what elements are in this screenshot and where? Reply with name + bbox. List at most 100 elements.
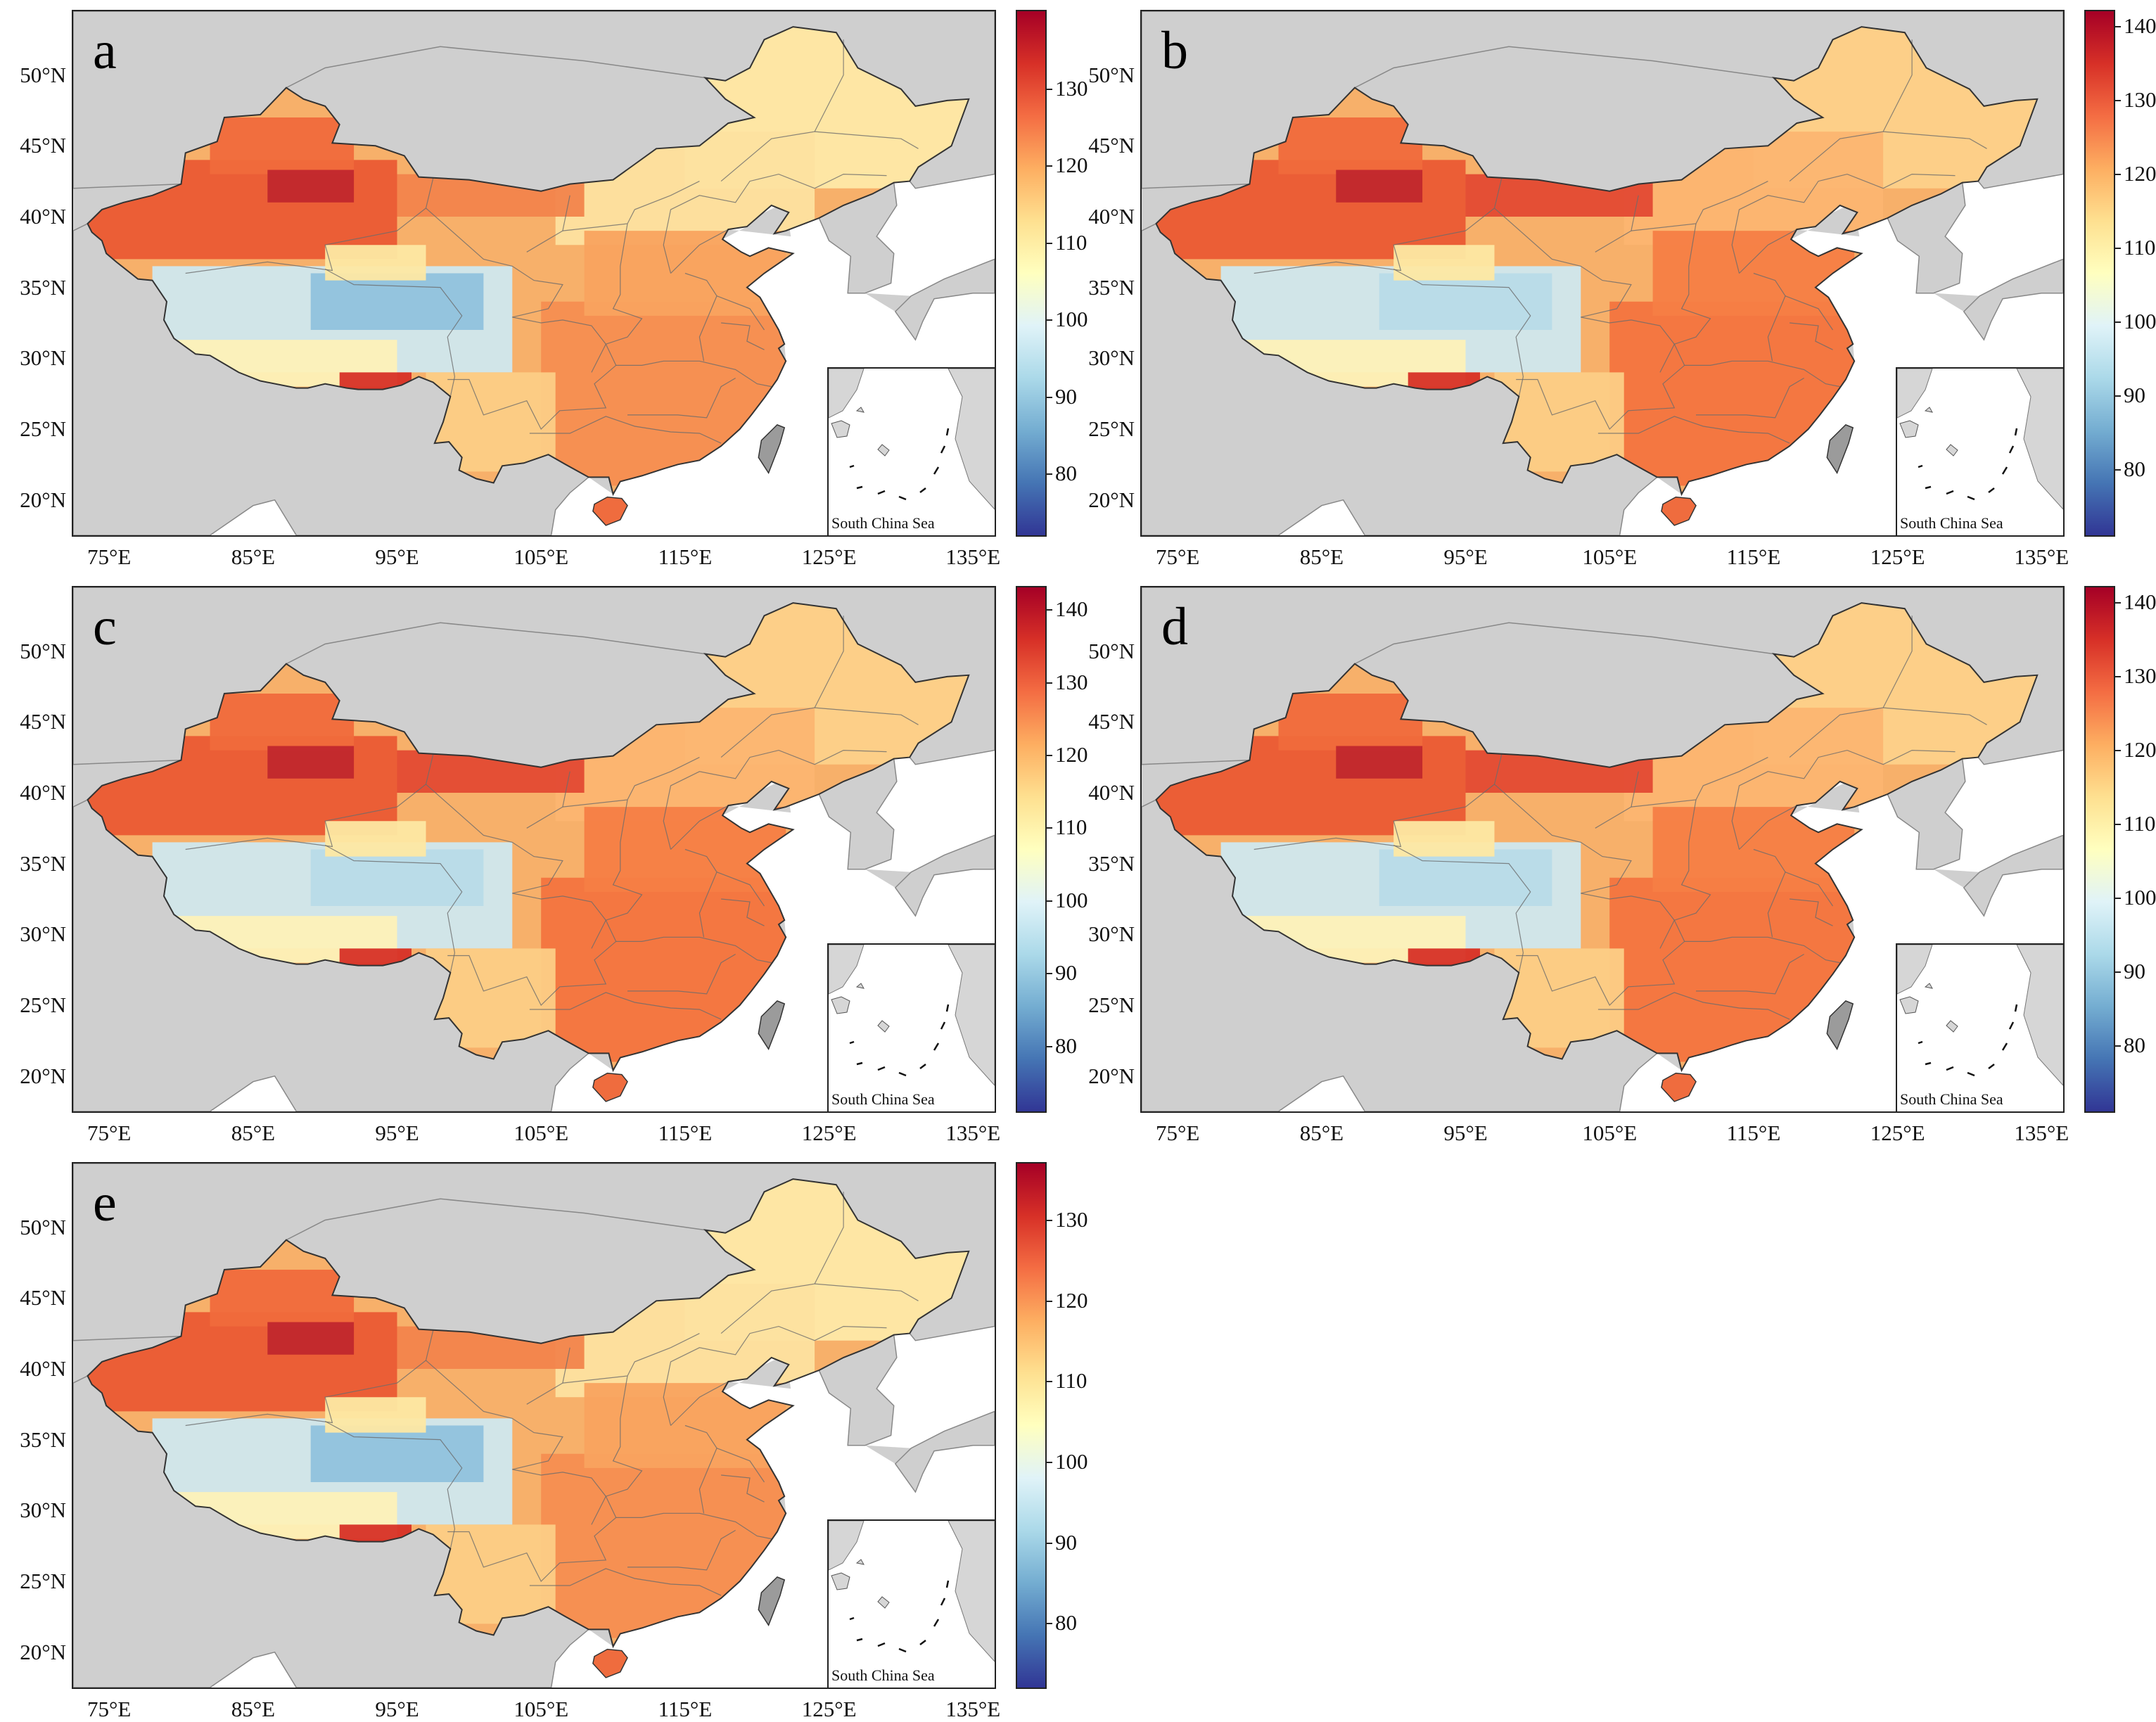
longitude-label: 115°E [1726, 1121, 1781, 1145]
value-zone [584, 807, 786, 892]
latitude-label: 40°N [1088, 779, 1135, 805]
value-zone [1336, 746, 1423, 779]
sea-area [210, 1076, 297, 1111]
latitude-label: 25°N [20, 1568, 66, 1593]
longitude-label: 75°E [87, 544, 132, 569]
nine-dash-segment [856, 1638, 863, 1642]
province-boundary [670, 229, 729, 274]
province-boundary [627, 377, 736, 419]
colorbar-tick-label: 130 [1055, 669, 1088, 694]
province-boundary [1659, 223, 1711, 373]
province-boundary [721, 1474, 765, 1503]
map-canvas [73, 587, 995, 1111]
nine-dash-segment [877, 1642, 886, 1647]
longitude-label: 135°E [2014, 1121, 2069, 1145]
province-boundary [1597, 416, 1790, 444]
latitude-label: 50°N [1088, 62, 1135, 87]
sea-area [865, 1326, 995, 1448]
latitude-label: 30°N [20, 1498, 66, 1523]
hainan-island [1661, 1072, 1697, 1102]
nine-dash-segment [1918, 1040, 1923, 1045]
province-boundary [1785, 872, 1833, 907]
latitude-label: 25°N [20, 416, 66, 441]
colorbar-tick [2114, 601, 2121, 604]
longitude-label: 135°E [945, 1121, 1001, 1145]
province-boundary [562, 1333, 700, 1384]
nine-dash-segment [1946, 1066, 1954, 1071]
nine-dash-segment [1988, 1064, 1995, 1069]
province-boundary [1393, 268, 1531, 397]
longitude-label: 115°E [658, 544, 713, 569]
colorbar-tick [1045, 165, 1052, 167]
colorbar-tick-label: 120 [1055, 1287, 1088, 1313]
value-zone [1494, 948, 1624, 1048]
colorbar-tick [1045, 242, 1052, 244]
colorbar-tick [1045, 1220, 1052, 1222]
inset-island [877, 1596, 890, 1609]
colorbar-tick [2114, 99, 2121, 101]
province-boundary [562, 757, 700, 808]
province-boundary [324, 844, 463, 973]
colorbar-tick [2114, 25, 2121, 27]
nine-dash-segment [898, 495, 907, 501]
value-zone [1278, 117, 1423, 174]
longitude-label: 95°E [1443, 544, 1488, 569]
latitude-label: 45°N [1088, 133, 1135, 158]
colorbar-tick-label: 140 [2124, 13, 2156, 38]
longitude-label: 75°E [87, 1121, 132, 1145]
province-boundary [1631, 757, 1768, 808]
province-boundary [591, 799, 643, 949]
inset-land [948, 369, 995, 510]
longitude-label: 125°E [1870, 544, 1925, 569]
colorbar-tick [1045, 1381, 1052, 1383]
colorbar-tick [1045, 1623, 1052, 1625]
inset-island [1946, 444, 1958, 457]
latitude-label: 40°N [20, 1356, 66, 1381]
nine-dash-segment [940, 445, 946, 454]
colorbar-tick [1045, 973, 1052, 975]
province-boundary [324, 1420, 463, 1549]
hainan-island [592, 1648, 628, 1678]
colorbar-tick-label: 120 [2124, 736, 2156, 762]
colorbar-tick-label: 80 [2124, 456, 2145, 481]
province-boundary [1696, 953, 1804, 995]
hainan-island [592, 1072, 628, 1102]
colorbar-tick [1045, 396, 1052, 398]
nine-dash-segment [1925, 1061, 1932, 1066]
province-boundary [1659, 799, 1711, 949]
latitude-label: 45°N [20, 709, 66, 734]
province-boundary [562, 181, 700, 231]
nine-dash-segment [2008, 1021, 2015, 1030]
nine-dash-segment [933, 466, 940, 475]
taiwan-island [758, 1000, 786, 1051]
province-boundary [663, 173, 887, 274]
colorbar-tick [1045, 1462, 1052, 1464]
nine-dash-segment [919, 1064, 926, 1069]
colorbar-tick-label: 100 [2124, 884, 2156, 910]
colorbar [2084, 586, 2115, 1113]
value-zone [267, 170, 355, 203]
province-boundary [447, 317, 617, 431]
province-boundary [1731, 749, 1956, 850]
sea-area [865, 750, 995, 872]
value-zone [397, 750, 585, 793]
panel-letter: e [93, 1173, 117, 1232]
latitude-label: 30°N [20, 345, 66, 371]
nine-dash-segment [877, 1066, 886, 1071]
province-boundary [721, 898, 765, 926]
province-boundary [815, 1283, 919, 1301]
colorbar-tick-label: 90 [1055, 1529, 1077, 1555]
province-boundary [529, 416, 722, 444]
colorbar-tick-label: 90 [2124, 382, 2145, 407]
nine-dash-segment [856, 1061, 863, 1066]
taiwan-island [1826, 424, 1854, 475]
sea-area [210, 1652, 297, 1688]
sea-area [1933, 174, 2063, 296]
province-boundary [1597, 992, 1790, 1020]
nine-dash-segment [877, 490, 886, 495]
nine-dash-segment [1918, 464, 1923, 468]
province-boundary [716, 295, 765, 331]
colorbar-tick [1045, 473, 1052, 476]
colorbar-tick-label: 130 [2124, 663, 2156, 688]
colorbar-tick [2114, 395, 2121, 397]
